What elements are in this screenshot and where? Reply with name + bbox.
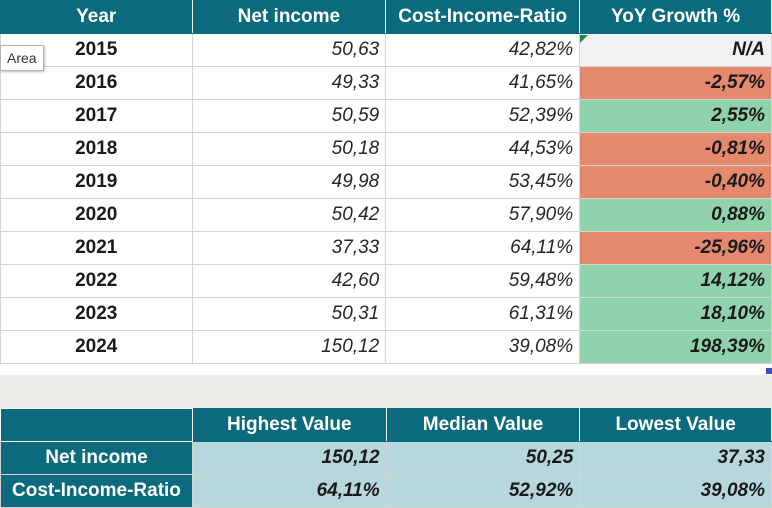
table-row: 2018 50,18 44,53% -0,81% xyxy=(0,132,772,166)
table-row: 2021 37,33 64,11% -25,96% xyxy=(0,231,772,265)
table-row: 2020 50,42 57,90% 0,88% xyxy=(0,198,772,232)
lowest-value-cell[interactable]: 39,08% xyxy=(579,474,772,508)
median-value-cell[interactable]: 50,25 xyxy=(385,441,581,475)
header-highest-value[interactable]: Highest Value xyxy=(191,408,387,442)
header-year[interactable]: Year xyxy=(0,0,193,34)
year-cell[interactable]: 2020 xyxy=(0,198,193,232)
net-income-cell[interactable]: 49,33 xyxy=(191,66,387,100)
yoy-growth-cell[interactable]: 198,39% xyxy=(579,330,772,364)
header-row: Year Net income Cost-Income-Ratio YoY Gr… xyxy=(0,0,772,34)
yoy-growth-cell[interactable]: -25,96% xyxy=(579,231,772,265)
cost-income-ratio-cell[interactable]: 41,65% xyxy=(385,66,581,100)
empty-row-band xyxy=(0,375,772,408)
summary-row: Cost-Income-Ratio 64,11% 52,92% 39,08% xyxy=(0,474,772,508)
table-row: 2019 49,98 53,45% -0,40% xyxy=(0,165,772,199)
summary-label-cell[interactable]: Net income xyxy=(0,441,193,475)
yoy-growth-cell[interactable]: 14,12% xyxy=(579,264,772,298)
fill-handle[interactable] xyxy=(766,368,772,374)
net-income-cell[interactable]: 50,42 xyxy=(191,198,387,232)
year-cell[interactable]: 2021 xyxy=(0,231,193,265)
net-income-cell[interactable]: 50,63 xyxy=(191,33,387,67)
data-table: Year Net income Cost-Income-Ratio YoY Gr… xyxy=(0,0,772,364)
table-row: 2023 50,31 61,31% 18,10% xyxy=(0,297,772,331)
yoy-growth-cell[interactable]: 2,55% xyxy=(579,99,772,133)
error-indicator-icon xyxy=(580,35,588,43)
yoy-growth-cell[interactable]: -0,81% xyxy=(579,132,772,166)
summary-corner-cell[interactable] xyxy=(0,408,193,442)
summary-row: Net income 150,12 50,25 37,33 xyxy=(0,441,772,475)
cost-income-ratio-cell[interactable]: 64,11% xyxy=(385,231,581,265)
cost-income-ratio-cell[interactable]: 39,08% xyxy=(385,330,581,364)
name-box-tooltip: Area xyxy=(0,45,44,71)
net-income-cell[interactable]: 42,60 xyxy=(191,264,387,298)
net-income-cell[interactable]: 49,98 xyxy=(191,165,387,199)
cost-income-ratio-cell[interactable]: 52,39% xyxy=(385,99,581,133)
year-cell[interactable]: 2016 xyxy=(0,66,193,100)
yoy-growth-cell[interactable]: N/A xyxy=(579,33,772,67)
yoy-growth-cell[interactable]: -2,57% xyxy=(579,66,772,100)
cost-income-ratio-cell[interactable]: 61,31% xyxy=(385,297,581,331)
net-income-cell[interactable]: 37,33 xyxy=(191,231,387,265)
median-value-cell[interactable]: 52,92% xyxy=(385,474,581,508)
net-income-cell[interactable]: 50,59 xyxy=(191,99,387,133)
header-lowest-value[interactable]: Lowest Value xyxy=(579,408,772,442)
yoy-growth-cell[interactable]: 18,10% xyxy=(579,297,772,331)
year-cell[interactable]: 2022 xyxy=(0,264,193,298)
net-income-cell[interactable]: 150,12 xyxy=(191,330,387,364)
net-income-cell[interactable]: 50,18 xyxy=(191,132,387,166)
highest-value-cell[interactable]: 150,12 xyxy=(191,441,387,475)
yoy-growth-cell[interactable]: -0,40% xyxy=(579,165,772,199)
year-cell[interactable]: 2019 xyxy=(0,165,193,199)
header-median-value[interactable]: Median Value xyxy=(385,408,581,442)
summary-header-row: Highest Value Median Value Lowest Value xyxy=(0,408,772,442)
yoy-growth-cell[interactable]: 0,88% xyxy=(579,198,772,232)
table-row: 2015 50,63 42,82% N/A xyxy=(0,33,772,67)
year-cell[interactable]: 2024 xyxy=(0,330,193,364)
header-cost-income-ratio[interactable]: Cost-Income-Ratio xyxy=(385,0,581,34)
lowest-value-cell[interactable]: 37,33 xyxy=(579,441,772,475)
year-cell[interactable]: 2018 xyxy=(0,132,193,166)
cost-income-ratio-cell[interactable]: 53,45% xyxy=(385,165,581,199)
year-cell[interactable]: 2023 xyxy=(0,297,193,331)
highest-value-cell[interactable]: 64,11% xyxy=(191,474,387,508)
net-income-cell[interactable]: 50,31 xyxy=(191,297,387,331)
header-net-income[interactable]: Net income xyxy=(191,0,387,34)
table-row: 2017 50,59 52,39% 2,55% xyxy=(0,99,772,133)
cost-income-ratio-cell[interactable]: 44,53% xyxy=(385,132,581,166)
cost-income-ratio-cell[interactable]: 42,82% xyxy=(385,33,581,67)
header-yoy-growth[interactable]: YoY Growth % xyxy=(579,0,772,34)
table-row: 2022 42,60 59,48% 14,12% xyxy=(0,264,772,298)
summary-table: Highest Value Median Value Lowest Value … xyxy=(0,408,772,508)
year-cell[interactable]: 2017 xyxy=(0,99,193,133)
table-row: 2024 150,12 39,08% 198,39% xyxy=(0,330,772,364)
summary-label-cell[interactable]: Cost-Income-Ratio xyxy=(0,474,193,508)
cost-income-ratio-cell[interactable]: 59,48% xyxy=(385,264,581,298)
table-row: 2016 49,33 41,65% -2,57% xyxy=(0,66,772,100)
cost-income-ratio-cell[interactable]: 57,90% xyxy=(385,198,581,232)
